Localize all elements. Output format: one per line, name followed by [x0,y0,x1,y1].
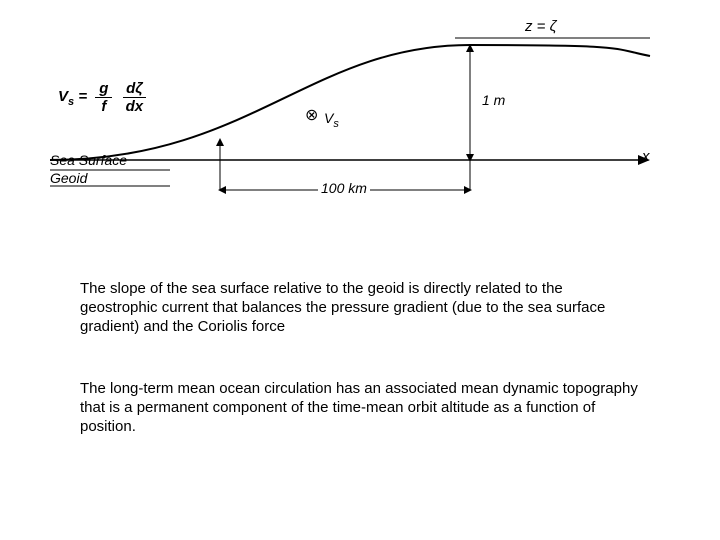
formula-g: g [95,80,112,98]
vs-formula: Vs = g f dζ dx [58,80,146,115]
vert-dim-arrow-bot [466,154,474,162]
into-page-icon: ⊗ [305,105,318,125]
left-small-arrowhead [216,138,224,146]
geostrophic-diagram: Vs = g f dζ dx Sea Surface Geoid z = ζ x… [50,30,650,210]
x-axis-label: x [642,148,650,165]
horiz-dim-arrow-right [464,186,472,194]
horiz-dim-label: 100 km [318,180,370,196]
paragraph-2: The long-term mean ocean circulation has… [80,380,640,436]
formula-dx: dx [123,98,147,115]
formula-eq: = [78,88,87,105]
horiz-dim-arrow-left [218,186,226,194]
formula-f: f [95,98,112,115]
geoid-label: Geoid [50,170,87,186]
formula-vs: Vs [58,88,74,105]
slide: Vs = g f dζ dx Sea Surface Geoid z = ζ x… [0,0,720,540]
sea-surface-label: Sea Surface [50,152,127,168]
vs-symbol: Vs [324,110,339,130]
z-zeta-label: z = ζ [525,18,557,35]
vert-dim-label: 1 m [482,92,505,108]
formula-dzeta: dζ [123,80,147,98]
paragraph-1: The slope of the sea surface relative to… [80,280,640,336]
